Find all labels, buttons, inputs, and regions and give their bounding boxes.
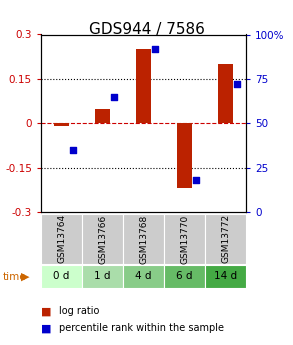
Text: 6 d: 6 d (176, 272, 193, 281)
Text: GDS944 / 7586: GDS944 / 7586 (88, 22, 205, 37)
Text: GSM13766: GSM13766 (98, 214, 107, 264)
Text: 0 d: 0 d (53, 272, 70, 281)
Text: log ratio: log ratio (59, 306, 99, 316)
Bar (82, 265, 123, 288)
Point (71, 147, 75, 153)
Point (153, 46, 157, 51)
Bar (54, 124, 69, 126)
Text: time: time (3, 272, 27, 282)
Bar (82, 214, 123, 264)
Point (235, 81, 239, 87)
Bar (164, 265, 205, 288)
Bar (96, 109, 110, 124)
Point (194, 177, 198, 183)
Bar (137, 49, 151, 124)
Bar (123, 265, 164, 288)
Text: percentile rank within the sample: percentile rank within the sample (59, 324, 224, 333)
Bar (164, 214, 205, 264)
Bar (41, 214, 82, 264)
Text: GSM13768: GSM13768 (139, 214, 148, 264)
Text: GSM13764: GSM13764 (57, 214, 66, 264)
Text: 1 d: 1 d (94, 272, 111, 281)
Bar (123, 214, 164, 264)
Text: ▶: ▶ (21, 272, 29, 282)
Text: ■: ■ (41, 324, 52, 333)
Text: ■: ■ (41, 306, 52, 316)
Bar (178, 124, 192, 188)
Text: 4 d: 4 d (135, 272, 152, 281)
Bar (219, 64, 233, 124)
Point (112, 94, 116, 99)
Text: GSM13770: GSM13770 (180, 214, 189, 264)
Text: GSM13772: GSM13772 (221, 214, 230, 264)
Bar (41, 265, 82, 288)
Bar (205, 214, 246, 264)
Bar (205, 265, 246, 288)
Text: 14 d: 14 d (214, 272, 237, 281)
